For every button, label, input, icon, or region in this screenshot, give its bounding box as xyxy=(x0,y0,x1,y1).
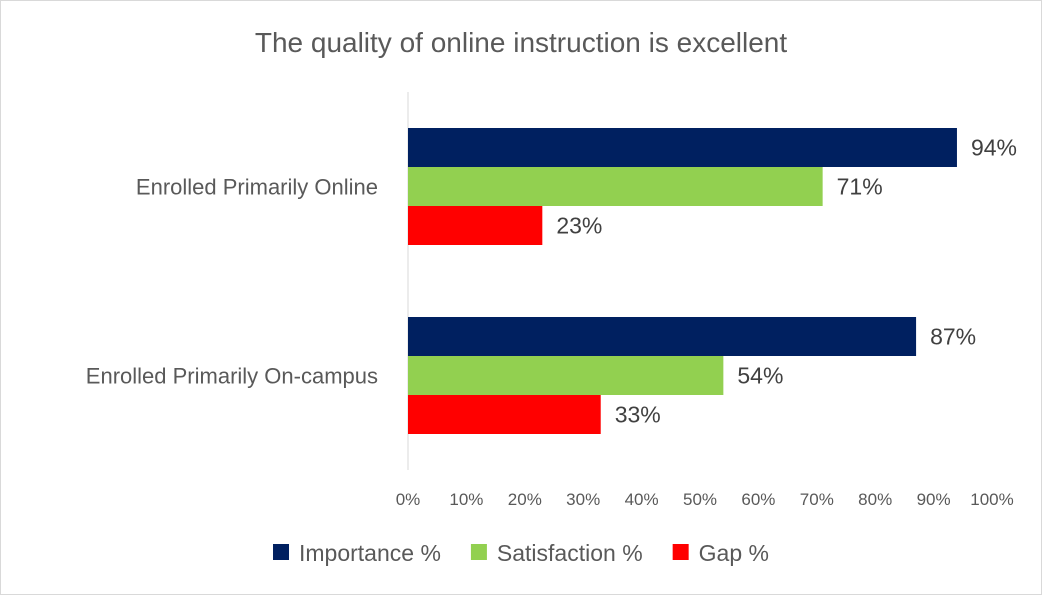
legend-label: Satisfaction % xyxy=(497,540,643,566)
x-tick-label: 50% xyxy=(683,490,717,509)
legend-swatch xyxy=(470,544,487,560)
bar-satisfaction xyxy=(408,356,724,395)
data-label: 71% xyxy=(837,174,883,200)
x-tick-label: 100% xyxy=(970,490,1013,509)
x-tick-label: 90% xyxy=(917,490,951,509)
bar-importance xyxy=(408,128,957,167)
category-label: Enrolled Primarily Online xyxy=(136,175,378,200)
legend-swatch xyxy=(273,544,290,560)
data-label: 23% xyxy=(556,213,602,239)
x-tick-label: 40% xyxy=(625,490,659,509)
bar-satisfaction xyxy=(408,167,823,206)
legend: Importance % Satisfaction % Gap % xyxy=(273,540,769,566)
x-tick-label: 10% xyxy=(449,490,483,509)
x-tick-label: 0% xyxy=(396,490,421,509)
x-tick-label: 60% xyxy=(741,490,775,509)
legend-label: Gap % xyxy=(699,540,769,566)
x-tick-label: 20% xyxy=(508,490,542,509)
data-label: 94% xyxy=(971,135,1017,161)
legend-label: Importance % xyxy=(299,540,441,566)
data-label: 33% xyxy=(615,402,661,428)
chart-title: The quality of online instruction is exc… xyxy=(255,27,788,58)
x-tick-label: 80% xyxy=(858,490,892,509)
bar-importance xyxy=(408,317,917,356)
x-tick-label: 70% xyxy=(800,490,834,509)
legend-swatch xyxy=(672,544,689,560)
bar-gap xyxy=(408,395,601,434)
data-label: 54% xyxy=(737,363,783,389)
x-tick-label: 30% xyxy=(566,490,600,509)
bar-gap xyxy=(408,206,543,245)
category-label: Enrolled Primarily On-campus xyxy=(86,364,378,389)
data-label: 87% xyxy=(930,324,976,350)
